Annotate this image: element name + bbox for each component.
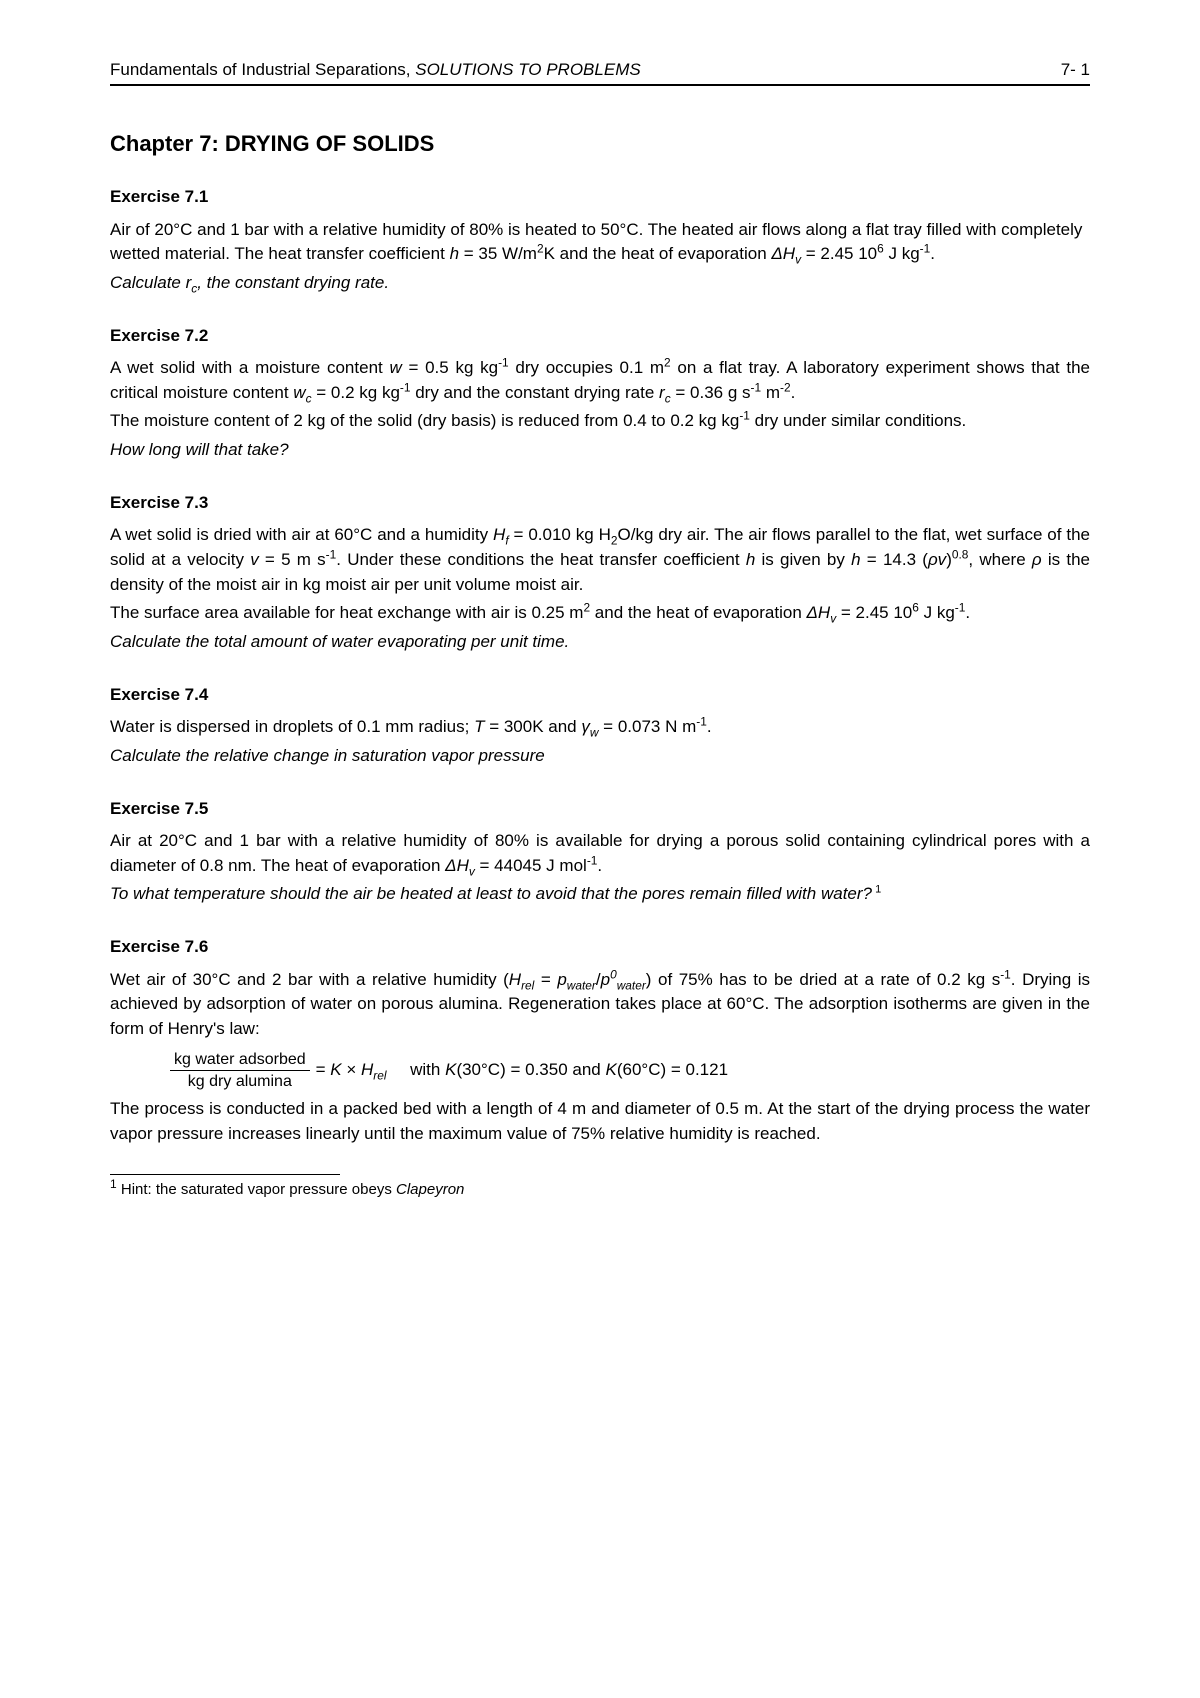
page: Fundamentals of Industrial Separations, …: [0, 0, 1200, 1698]
exercise-text: The moisture content of 2 kg of the soli…: [110, 409, 1090, 434]
header-left-plain: Fundamentals of Industrial Separations,: [110, 60, 415, 79]
header-left: Fundamentals of Industrial Separations, …: [110, 60, 641, 80]
exercise-title: Exercise 7.4: [110, 683, 1090, 708]
exercise-7-2: Exercise 7.2 A wet solid with a moisture…: [110, 324, 1090, 463]
exercise-7-3: Exercise 7.3 A wet solid is dried with a…: [110, 491, 1090, 655]
exercise-text: The surface area available for heat exch…: [110, 601, 1090, 626]
exercise-text: Wet air of 30°C and 2 bar with a relativ…: [110, 968, 1090, 1042]
footnote-separator: [110, 1174, 340, 1175]
exercise-7-6: Exercise 7.6 Wet air of 30°C and 2 bar w…: [110, 935, 1090, 1146]
exercise-question: Calculate rc, the constant drying rate.: [110, 271, 1090, 296]
exercise-question: Calculate the total amount of water evap…: [110, 630, 1090, 655]
footnote-text: Hint: the saturated vapor pressure obeys: [117, 1181, 396, 1198]
exercise-text: A wet solid is dried with air at 60°C an…: [110, 523, 1090, 597]
exercise-7-4: Exercise 7.4 Water is dispersed in dropl…: [110, 683, 1090, 769]
exercise-title: Exercise 7.6: [110, 935, 1090, 960]
formula-rhs: = K × Hrel with K(30°C) = 0.350 and K(60…: [316, 1058, 728, 1083]
footnote-marker: 1: [110, 1177, 117, 1191]
exercise-question: To what temperature should the air be he…: [110, 882, 1090, 907]
footnote: 1 Hint: the saturated vapor pressure obe…: [110, 1181, 1090, 1198]
exercise-text: A wet solid with a moisture content w = …: [110, 356, 1090, 405]
exercise-question: Calculate the relative change in saturat…: [110, 744, 1090, 769]
exercise-question: How long will that take?: [110, 438, 1090, 463]
exercise-text: Water is dispersed in droplets of 0.1 mm…: [110, 715, 1090, 740]
formula: kg water adsorbed kg dry alumina = K × H…: [170, 1050, 1090, 1091]
exercise-text: Air at 20°C and 1 bar with a relative hu…: [110, 829, 1090, 878]
exercise-text: Air of 20°C and 1 bar with a relative hu…: [110, 218, 1090, 267]
chapter-title: Chapter 7: DRYING OF SOLIDS: [110, 131, 1090, 157]
exercise-text: The process is conducted in a packed bed…: [110, 1097, 1090, 1146]
header-page-number: 7- 1: [1061, 60, 1090, 80]
exercise-title: Exercise 7.1: [110, 185, 1090, 210]
fraction: kg water adsorbed kg dry alumina: [170, 1050, 310, 1091]
exercise-7-5: Exercise 7.5 Air at 20°C and 1 bar with …: [110, 797, 1090, 908]
header-left-italic: SOLUTIONS TO PROBLEMS: [415, 60, 640, 79]
exercise-title: Exercise 7.5: [110, 797, 1090, 822]
footnote-italic: Clapeyron: [396, 1181, 464, 1198]
fraction-numerator: kg water adsorbed: [170, 1050, 310, 1071]
exercise-title: Exercise 7.3: [110, 491, 1090, 516]
page-header: Fundamentals of Industrial Separations, …: [110, 60, 1090, 86]
fraction-denominator: kg dry alumina: [170, 1071, 310, 1091]
exercise-title: Exercise 7.2: [110, 324, 1090, 349]
exercise-7-1: Exercise 7.1 Air of 20°C and 1 bar with …: [110, 185, 1090, 296]
